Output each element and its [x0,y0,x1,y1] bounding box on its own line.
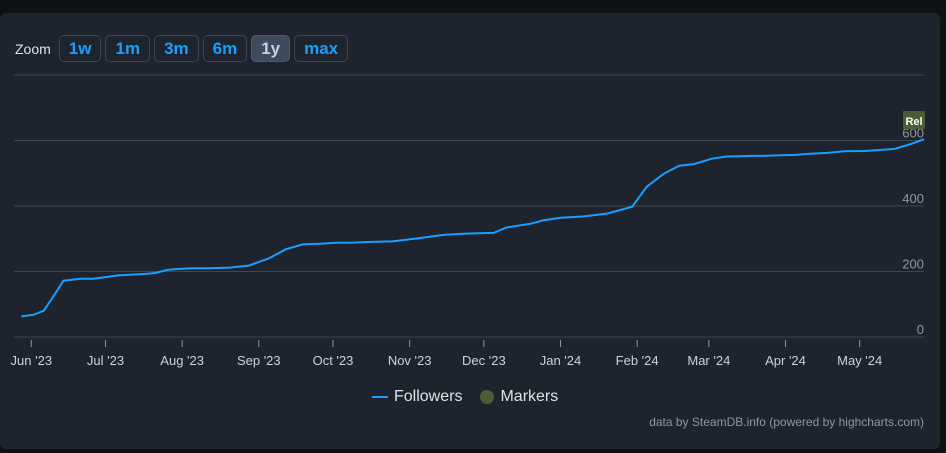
legend-item-markers[interactable]: Markers [480,388,558,406]
y-tick-label: 0 [917,322,924,337]
legend: Followers Markers [372,388,558,406]
x-tick-label: Sep '23 [237,353,281,368]
x-tick-label: Jun '23 [11,353,53,368]
x-tick-label: Nov '23 [388,353,432,368]
zoom-3m-button[interactable]: 3m [154,35,199,62]
followers-line-icon [372,396,388,398]
legend-label-followers: Followers [394,388,463,405]
zoom-1y-button[interactable]: 1y [251,35,291,62]
legend-label-markers: Markers [500,388,559,405]
x-tick-label: Jan '24 [540,353,582,368]
x-tick-label: Mar '24 [687,353,730,368]
legend-item-followers[interactable]: Followers [372,388,462,406]
zoom-control: Zoom 1w 1m 3m 6m 1y max [15,34,349,63]
marker-label: Rel [905,116,922,128]
x-tick-label: May '24 [837,353,882,368]
y-tick-label: 400 [902,191,924,206]
chart-panel [0,13,940,449]
zoom-1m-button[interactable]: 1m [105,35,151,62]
zoom-1w-button[interactable]: 1w [58,35,102,62]
x-tick-label: Apr '24 [765,353,806,368]
x-tick-label: Aug '23 [160,353,204,368]
y-tick-label: 200 [902,257,924,272]
zoom-label: Zoom [15,40,51,57]
grid-lines [14,74,924,338]
x-tick-label: Jul '23 [87,353,124,368]
credit-text[interactable]: data by SteamDB.info (powered by highcha… [649,415,924,429]
zoom-max-button[interactable]: max [294,35,349,62]
x-tick-label: Feb '24 [616,353,659,368]
markers-dot-icon [480,390,495,404]
x-tick-label: Oct '23 [313,353,354,368]
x-axis-ticks: Jun '23 Jul '23 Aug '23 Sep '23 Oct '23 Nov '… [11,340,882,368]
marker-flag[interactable] [903,111,925,129]
y-axis-ticks: 0 200 400 600 [902,126,924,338]
zoom-6m-button[interactable]: 6m [202,35,248,62]
followers-series-line [21,138,925,318]
release-marker[interactable]: Rel [903,111,925,129]
x-tick-label: Dec '23 [462,353,506,368]
y-tick-label: 600 [902,126,924,141]
